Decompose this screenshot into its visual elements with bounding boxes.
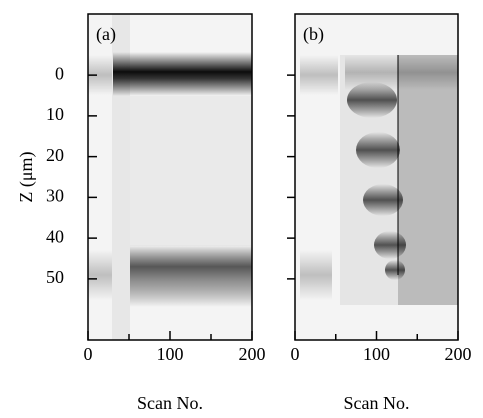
y-tick-label: 30 [46,186,64,206]
x-tick-label: 0 [84,344,93,364]
x-axis-label: Scan No. [344,393,410,413]
panel-label: (a) [96,24,116,45]
x-tick-label: 100 [157,344,184,364]
x-axis-label: Scan No. [137,393,203,413]
image-b [295,14,458,340]
y-tick-label: 0 [55,63,64,83]
y-axis-label: Z (μm) [16,151,37,202]
x-tick-label: 200 [445,344,472,364]
y-tick-label: 50 [46,267,64,287]
panel-label: (b) [303,24,324,45]
image-a [88,14,252,340]
y-tick-label: 10 [46,104,64,124]
y-tick-label: 40 [46,226,64,246]
x-tick-label: 0 [291,344,300,364]
x-tick-label: 200 [239,344,266,364]
x-tick-label: 100 [363,344,390,364]
y-tick-label: 20 [46,145,64,165]
